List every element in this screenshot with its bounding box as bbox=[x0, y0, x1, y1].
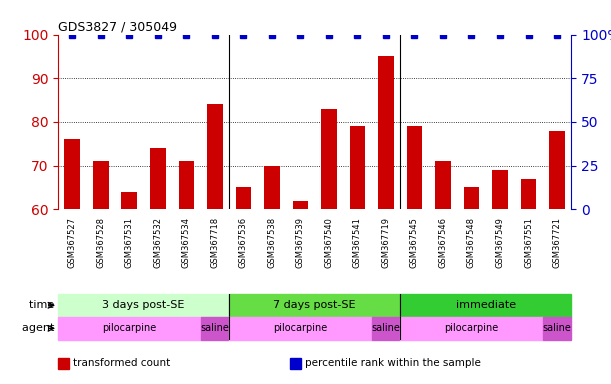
Bar bbox=[264, 166, 280, 209]
Bar bbox=[65, 139, 80, 209]
Bar bbox=[407, 126, 422, 209]
Text: transformed count: transformed count bbox=[73, 358, 170, 368]
Text: pilocarpine: pilocarpine bbox=[273, 323, 327, 333]
Bar bbox=[543, 317, 571, 340]
Bar bbox=[371, 317, 400, 340]
Text: saline: saline bbox=[200, 323, 229, 333]
Text: 3 days post-SE: 3 days post-SE bbox=[103, 300, 185, 310]
Bar bbox=[521, 179, 536, 209]
Bar bbox=[150, 148, 166, 209]
Bar bbox=[58, 294, 229, 317]
Text: immediate: immediate bbox=[456, 300, 516, 310]
Bar bbox=[400, 294, 571, 317]
Bar bbox=[236, 187, 251, 209]
Bar bbox=[229, 317, 371, 340]
Bar bbox=[349, 126, 365, 209]
Text: saline: saline bbox=[371, 323, 400, 333]
Bar bbox=[378, 56, 394, 209]
Text: saline: saline bbox=[543, 323, 571, 333]
Text: GDS3827 / 305049: GDS3827 / 305049 bbox=[58, 20, 177, 33]
Bar bbox=[207, 104, 223, 209]
Bar bbox=[492, 170, 508, 209]
Bar bbox=[321, 109, 337, 209]
Bar bbox=[464, 187, 480, 209]
Bar bbox=[178, 161, 194, 209]
Text: percentile rank within the sample: percentile rank within the sample bbox=[305, 358, 481, 368]
Bar bbox=[400, 317, 543, 340]
Text: pilocarpine: pilocarpine bbox=[444, 323, 499, 333]
Bar bbox=[93, 161, 109, 209]
Bar bbox=[549, 131, 565, 209]
Bar bbox=[293, 200, 309, 209]
Bar bbox=[58, 317, 200, 340]
Bar bbox=[229, 294, 400, 317]
Text: 7 days post-SE: 7 days post-SE bbox=[273, 300, 356, 310]
Bar bbox=[122, 192, 137, 209]
Text: pilocarpine: pilocarpine bbox=[102, 323, 156, 333]
Bar bbox=[435, 161, 451, 209]
Text: time: time bbox=[29, 300, 58, 310]
Text: agent: agent bbox=[22, 323, 58, 333]
Bar bbox=[200, 317, 229, 340]
